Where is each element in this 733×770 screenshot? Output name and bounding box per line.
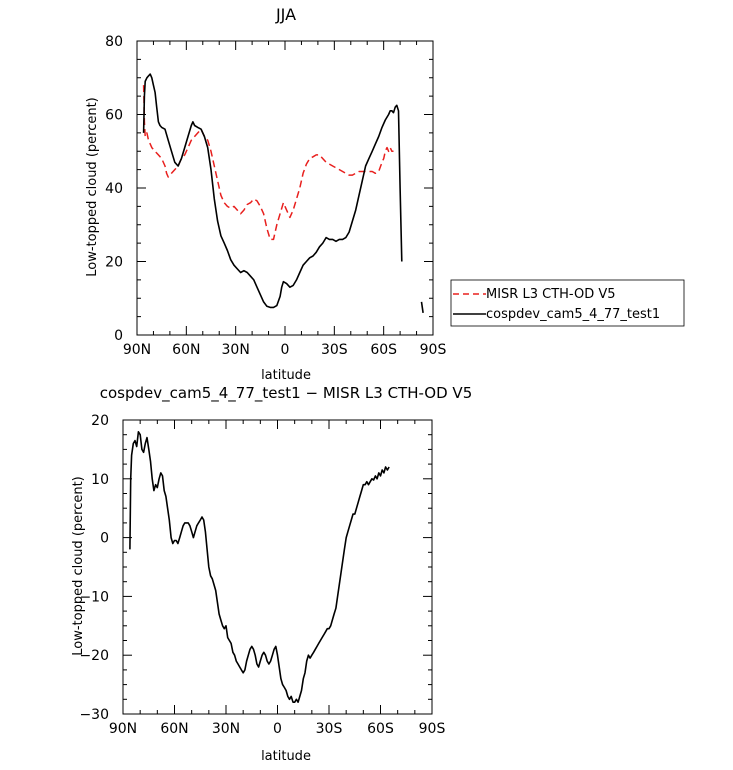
top-x-tick-label: 90N (123, 342, 151, 358)
bottom-x-tick-label: 30N (212, 721, 240, 737)
top-y-tick-label: 80 (105, 34, 123, 50)
top-y-tick-label: 0 (114, 328, 123, 344)
bottom-y-tick-label: 0 (100, 531, 109, 547)
top-series-line-0 (142, 85, 394, 241)
bottom-panel: cospdev_cam5_4_77_test1 − MISR L3 CTH-OD… (71, 384, 472, 764)
top-x-tick-label: 30S (321, 342, 348, 358)
legend-frame (450, 279, 685, 327)
bottom-x-tick-label: 90N (109, 721, 137, 737)
top-x-tick-label: 90S (420, 342, 447, 358)
top-series-line-1 (142, 73, 403, 309)
bottom-y-axis-label: Low-topped cloud (percent) (71, 476, 86, 656)
legend: MISR L3 CTH-OD V5 cospdev_cam5_4_77_test… (450, 279, 685, 327)
top-y-tick-label: 20 (105, 255, 123, 271)
bottom-plot-area: 90N 60N 30N 0 30S 60S 90S −30 −20 −10 0 10 20 (79, 413, 445, 737)
legend-label-misr: MISR L3 CTH-OD V5 (486, 287, 616, 302)
top-x-tick-label: 30N (222, 342, 250, 358)
top-plot-area: 90N 60N 30N 0 30S 60S 90S 0 20 40 60 80 (105, 34, 446, 358)
top-series-line-2 (420, 301, 424, 314)
top-x-axis-label: latitude (261, 368, 311, 383)
bottom-y-tick-label: −20 (79, 648, 109, 664)
bottom-x-tick-label: 60N (160, 721, 188, 737)
top-x-tick-label: 60S (370, 342, 397, 358)
top-y-tick-label: 60 (105, 108, 123, 124)
bottom-y-tick-label: 20 (91, 413, 109, 429)
top-y-axis-label: Low-topped cloud (percent) (85, 97, 100, 277)
bottom-x-axis-label: latitude (261, 749, 311, 764)
bottom-x-tick-label: 0 (273, 721, 282, 737)
bottom-x-tick-label: 90S (419, 721, 446, 737)
bottom-plot-frame (122, 419, 433, 715)
bottom-y-tick-label: −30 (79, 707, 109, 723)
bottom-x-tick-label: 60S (367, 721, 394, 737)
bottom-y-tick-label: −10 (79, 589, 109, 605)
top-x-tick-label: 60N (172, 342, 200, 358)
bottom-y-tick-label: 10 (91, 472, 109, 488)
top-y-tick-label: 40 (105, 181, 123, 197)
bottom-series-line-0 (129, 431, 390, 703)
top-plot-frame (136, 40, 434, 336)
bottom-chart-title: cospdev_cam5_4_77_test1 − MISR L3 CTH-OD… (100, 384, 473, 403)
top-panel: JJA Low-topped cloud (percent) latitude … (85, 5, 446, 383)
top-chart-title: JJA (275, 5, 296, 24)
bottom-x-tick-label: 30S (316, 721, 343, 737)
top-x-tick-label: 0 (281, 342, 290, 358)
legend-label-model: cospdev_cam5_4_77_test1 (486, 307, 660, 322)
